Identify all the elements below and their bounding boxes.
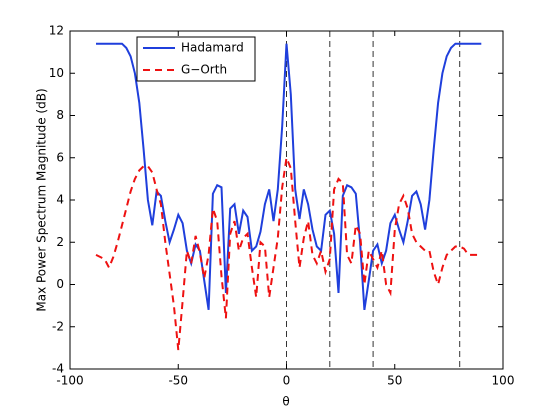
x-tick-label: -100 (56, 374, 83, 388)
y-axis-label: Max Power Spectrum Magnitude (dB) (35, 88, 49, 311)
legend-label: G−Orth (181, 63, 227, 77)
y-tick-label: -4 (52, 362, 64, 376)
y-tick-label: 12 (49, 24, 64, 38)
y-tick-label: 0 (56, 277, 64, 291)
x-axis-label: θ (282, 395, 289, 409)
series-line (96, 42, 482, 311)
legend-box (136, 36, 256, 82)
x-tick-label: 100 (492, 374, 515, 388)
x-tick-label: -50 (168, 374, 188, 388)
legend-label: Hadamard (181, 41, 244, 55)
y-tick-label: 2 (56, 235, 64, 249)
plot-frame (69, 30, 504, 370)
y-tick-label: 4 (56, 193, 64, 207)
x-tick-label: 50 (387, 374, 402, 388)
y-tick-label: 10 (49, 66, 64, 80)
y-tick-label: 6 (56, 150, 64, 164)
x-tick-label: 0 (283, 374, 291, 388)
series-line (95, 154, 482, 351)
y-tick-label: -2 (52, 319, 64, 333)
y-tick-label: 8 (56, 108, 64, 122)
